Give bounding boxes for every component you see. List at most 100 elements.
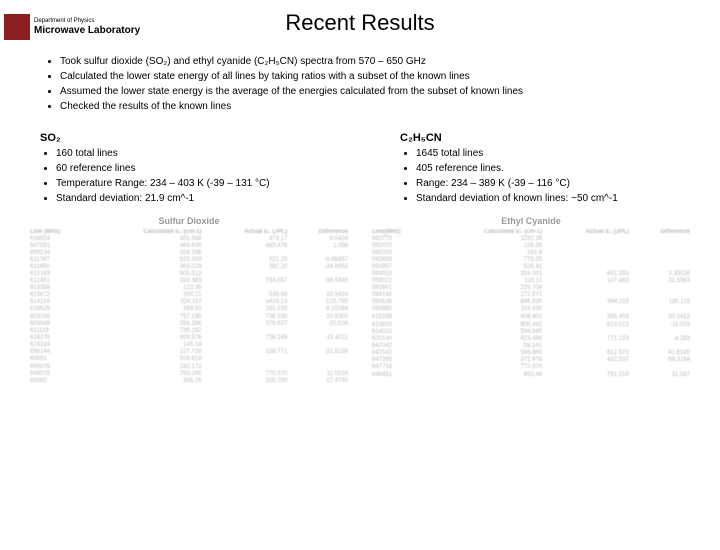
left-heading: SO₂ (40, 132, 360, 144)
table-cell: 147.463 (544, 277, 631, 284)
col-header: Difference (289, 228, 350, 235)
two-column-section: SO₂ 160 total lines 60 reference lines T… (0, 132, 720, 206)
table-cell (289, 270, 350, 277)
table-cell (631, 235, 692, 242)
table-cell: 566.689 (430, 349, 544, 356)
table-row: 612143505.512 (28, 270, 350, 277)
table-row: 614010504.689 (370, 328, 692, 335)
table-cell: 406.401 (430, 313, 544, 320)
table-cell: 592770 (370, 235, 430, 242)
left-table: Line (MHz)Calculated E₁ (cm-1)Actual E₁ … (28, 228, 350, 384)
table-row: 60080306.25310.70017.4795 (28, 377, 350, 384)
table-cell: 593636 (370, 298, 430, 305)
table-cell: 823.466 (430, 335, 544, 342)
table-row: 394143172.571 (370, 291, 692, 298)
table-cell (544, 328, 631, 335)
table-cell: 324.110 (90, 298, 203, 305)
bullet-item: Took sulfur dioxide (SO₂) and ethyl cyan… (60, 54, 720, 69)
table-row: 611119739.152 (28, 327, 350, 334)
table-cell: -125.785 (289, 298, 350, 305)
table-cell: 525.41 (430, 263, 544, 270)
col-header: Calculated E₁ (cm-1) (90, 228, 203, 235)
table-cell (631, 328, 692, 335)
table-row: 593022115.11147.46332.5583 (370, 277, 692, 284)
table-cell: 612143 (28, 270, 90, 277)
table-cell: 182.172 (90, 363, 203, 370)
col-header: Calculated E₁ (cm-1) (430, 228, 544, 235)
table-cell: 612451 (28, 277, 90, 284)
table-cell: 651.333 (544, 270, 631, 277)
table-cell: 772.970 (430, 363, 544, 370)
table-cell: -13.4711 (289, 334, 350, 341)
table-cell: 1232.36 (430, 235, 544, 242)
table-cell (631, 249, 692, 256)
list-item: Temperature Range: 234 – 403 K (-39 – 13… (56, 176, 360, 191)
table-row: 593636846.930694.119180.115 (370, 298, 692, 305)
table-cell (204, 341, 290, 348)
table-cell (631, 291, 692, 298)
table-cell: 624276 (28, 334, 90, 341)
table-cell: 225.709 (430, 284, 544, 291)
table-row: 592957525.41 (370, 263, 692, 270)
table-row: 611787515.303521.25-0.65457 (28, 256, 350, 263)
table-cell: 31.587 (631, 371, 692, 378)
table-row: 614114324.110a419.14-125.785 (28, 298, 350, 305)
table-cell: 122.35 (90, 284, 203, 291)
table-cell: 853.48 (430, 371, 544, 378)
table-cell: 98.5345 (289, 277, 350, 284)
table-cell (631, 242, 692, 249)
table-cell (289, 355, 350, 362)
table-cell: 624324 (28, 341, 90, 348)
table-cell: 105.66 (430, 242, 544, 249)
right-table-title: Ethyl Cyanide (370, 216, 692, 226)
table-cell: 521.25 (204, 256, 290, 263)
left-table-wrap: Sulfur Dioxide Line (MHz)Calculated E₁ (… (28, 216, 350, 384)
table-cell: 593022 (370, 277, 430, 284)
table-cell: a419.14 (204, 298, 290, 305)
table-cell: 779.55 (430, 256, 544, 263)
right-list: 1645 total lines 405 reference lines. Ra… (416, 146, 720, 206)
table-cell: 593015 (370, 270, 430, 277)
table-cell: 431.568 (90, 235, 203, 242)
table-cell: 647718 (370, 363, 430, 370)
table-cell: -0.65457 (289, 256, 350, 263)
table-cell: 11.0216 (289, 370, 350, 377)
table-cell: 180.115 (631, 298, 692, 305)
table-row: 593680119.430 (370, 305, 692, 312)
table-cell: 647042 (370, 342, 430, 349)
table-cell: 814.513 (544, 321, 631, 328)
table-cell (631, 305, 692, 312)
table-cell: 603049 (28, 320, 90, 327)
table-cell: 115.11 (430, 277, 544, 284)
table-cell (289, 249, 350, 256)
table-cell (631, 263, 692, 270)
table-cell: 739.152 (90, 327, 203, 334)
table-cell: 751.019 (544, 371, 631, 378)
table-cell: 612.573 (544, 349, 631, 356)
table-cell: 736.530 (204, 313, 290, 320)
table-row: 607591484.636483.4781.058 (28, 242, 350, 249)
list-item: Standard deviation: 21.9 cm^-1 (56, 191, 360, 206)
table-cell: 484.636 (90, 242, 203, 249)
table-cell: 593680 (370, 305, 430, 312)
tables-row: Sulfur Dioxide Line (MHz)Calculated E₁ (… (0, 216, 720, 384)
table-cell: 616834 (28, 235, 90, 242)
top-bullet-list: Took sulfur dioxide (SO₂) and ethyl cyan… (48, 54, 720, 114)
table-cell: 611650 (28, 263, 90, 270)
table-cell: 620140 (370, 335, 430, 342)
table-cell: 394143 (370, 291, 430, 298)
table-cell: 656144 (28, 348, 90, 355)
table-cell: 358.336 (90, 320, 203, 327)
table-cell (631, 342, 692, 349)
table-cell (631, 284, 692, 291)
table-row: 613358122.35 (28, 284, 350, 291)
table-row: 613169406.401385.40320.1412 (370, 313, 692, 320)
table-cell: 20.6305 (289, 313, 350, 320)
right-heading: C₂H₅CN (400, 132, 720, 144)
list-item: 405 reference lines. (416, 161, 720, 176)
col-header: Difference (631, 228, 692, 235)
table-cell: 606078 (28, 370, 90, 377)
table-row: 603030757.190736.53020.6305 (28, 313, 350, 320)
table-cell: 17.4795 (289, 377, 350, 384)
table-cell: 60651 (28, 355, 90, 362)
